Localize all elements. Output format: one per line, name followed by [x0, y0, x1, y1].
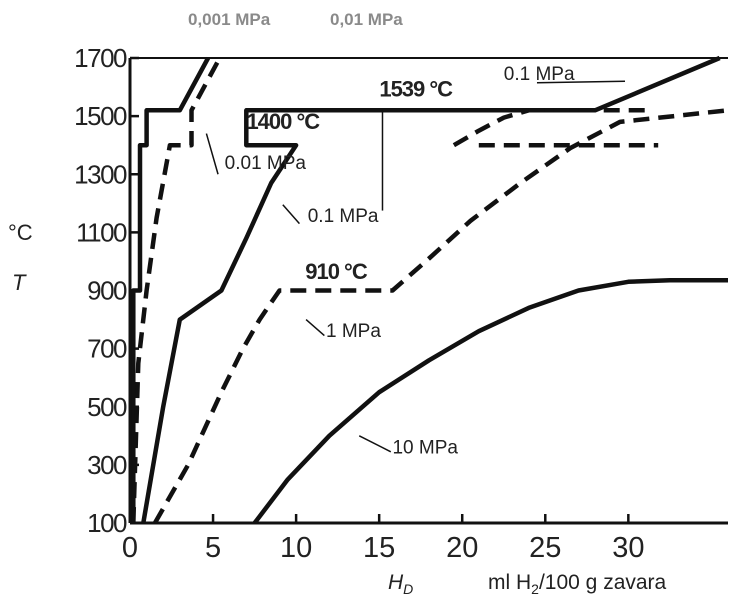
x-tick-label-20: 20	[446, 532, 478, 564]
series-line-2	[141, 55, 721, 524]
annotation-leader-0	[536, 80, 626, 84]
series-line-7	[252, 278, 728, 525]
x-axis-unit-sub: 2	[531, 581, 539, 598]
annotation-leader-1	[205, 133, 219, 175]
annotation-label-1: 0.01 MPa	[225, 153, 307, 174]
x-axis-unit-pre: ml H	[488, 571, 532, 594]
annotation-label-2: 0.1 MPa	[308, 206, 379, 227]
x-tick-label-5: 5	[205, 532, 221, 564]
x-tick-label-0: 0	[122, 532, 138, 564]
x-tick-label-15: 15	[363, 532, 395, 564]
y-tick-label-1500: 1500	[74, 101, 127, 131]
reference-temp-label-1: 1400 °C	[246, 109, 320, 134]
annotation-label-0: 0.1 MPa	[504, 64, 575, 85]
annotation-label-3: 1 MPa	[326, 321, 381, 342]
series-line-1	[131, 56, 222, 524]
x-tick-label-30: 30	[612, 532, 644, 564]
y-tick-label-300: 300	[87, 450, 127, 480]
top-label-001-mpa: 0,01 MPa	[330, 10, 403, 29]
y-axis-symbol: T	[12, 270, 26, 295]
y-tick-label-700: 700	[87, 334, 127, 364]
y-tick-label-100: 100	[87, 508, 127, 538]
x-axis-symbol-main: H	[388, 571, 404, 594]
annotation-leader-3	[305, 318, 325, 337]
reference-temp-label-0: 1539 °C	[379, 76, 453, 101]
top-label-0001-mpa: 0,001 MPa	[188, 10, 271, 29]
x-tick-label-25: 25	[529, 532, 561, 564]
y-tick-label-1300: 1300	[74, 159, 127, 189]
x-axis-symbol: HD	[388, 571, 413, 597]
y-axis-unit: °C	[8, 220, 33, 245]
x-axis-unit: ml H2/100 g zavara	[488, 571, 666, 597]
y-tick-label-900: 900	[87, 276, 127, 306]
y-tick-label-500: 500	[87, 392, 127, 422]
reference-temp-label-2: 910 °C	[305, 259, 368, 284]
y-tick-label-1700: 1700	[74, 43, 127, 73]
x-axis-symbol-sub: D	[403, 581, 414, 598]
y-tick-label-1100: 1100	[76, 217, 127, 247]
series-line-0	[131, 56, 211, 523]
annotation-leader-4	[358, 435, 392, 453]
annotation-leader-2	[282, 204, 300, 225]
x-tick-label-10: 10	[280, 532, 312, 564]
series-line-4	[452, 108, 530, 148]
series-line-3	[152, 108, 729, 525]
annotation-label-4: 10 MPa	[392, 437, 458, 458]
x-axis-unit-post: /100 g zavara	[538, 571, 667, 594]
